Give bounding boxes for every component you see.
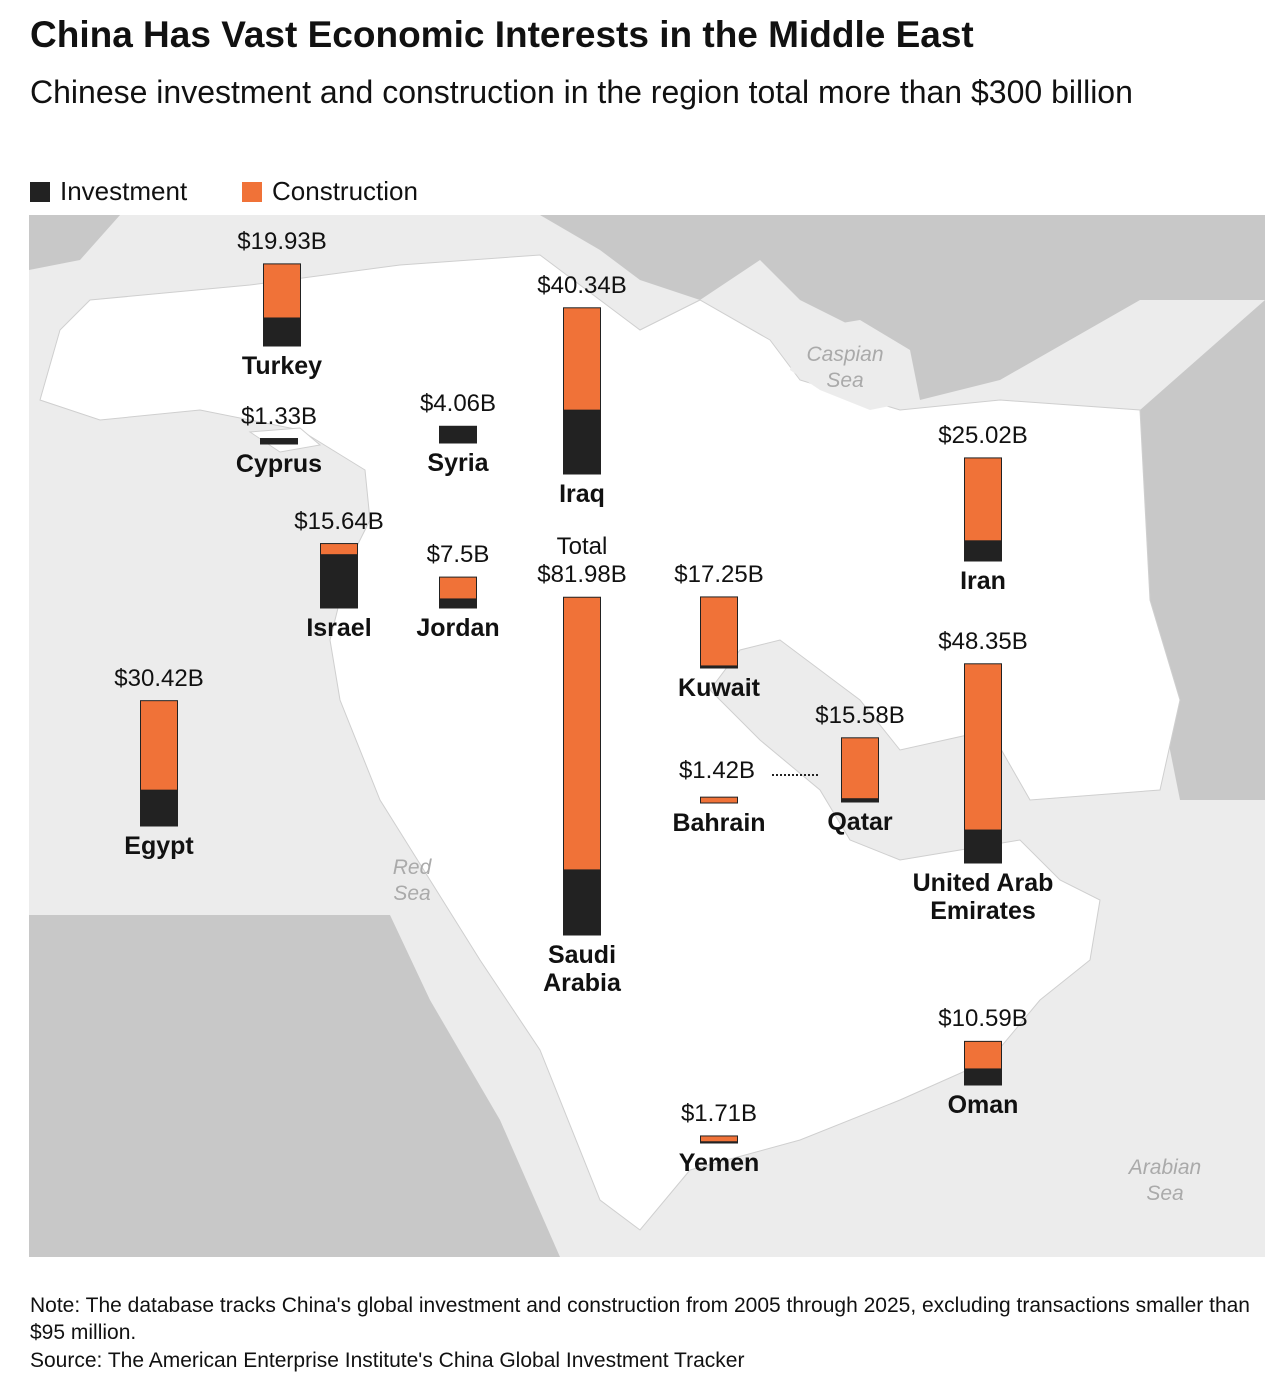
- land-other: [29, 215, 120, 270]
- country-label: Saudi Arabia: [543, 941, 621, 997]
- bar-segment: [260, 438, 298, 445]
- legend-swatch: [242, 181, 262, 202]
- country-label: Oman: [947, 1091, 1019, 1119]
- country-label: Qatar: [827, 808, 893, 836]
- sea-label: Red Sea: [392, 856, 432, 905]
- legend-label: Construction: [272, 176, 418, 206]
- bar-segment: [841, 737, 879, 800]
- bar-segment: [964, 1040, 1002, 1070]
- bar-segment: [563, 307, 601, 411]
- value-label: $1.42B: [678, 757, 756, 784]
- subtitle: Chinese investment and construction in t…: [30, 74, 1133, 110]
- value-label: $1.33B: [240, 402, 318, 430]
- bar-segment: [140, 789, 178, 827]
- legend-swatch: [30, 181, 50, 202]
- bar-segment: [964, 663, 1002, 831]
- bar-segment: [700, 596, 738, 667]
- country-label: Bahrain: [672, 809, 766, 837]
- value-label: $1.71B: [680, 1099, 758, 1127]
- bar-segment: [563, 596, 601, 871]
- value-label: $19.93B: [237, 227, 327, 255]
- country-label: Jordan: [416, 614, 500, 642]
- value-label: $15.64B: [294, 507, 384, 535]
- caspian: [790, 320, 920, 410]
- country-label: Israel: [306, 614, 372, 642]
- bar-segment: [964, 540, 1002, 562]
- value-label: $15.58B: [815, 701, 905, 729]
- country-label: Turkey: [241, 352, 323, 380]
- bar-segment: [439, 598, 477, 609]
- bar-segment: [263, 263, 301, 319]
- sea-label: Arabian Sea: [1128, 1156, 1202, 1205]
- bar-segment: [439, 576, 477, 600]
- bar-segment: [563, 409, 601, 475]
- bar-segment: [700, 796, 738, 804]
- bar-segment: [140, 700, 178, 791]
- value-label: $10.59B: [938, 1005, 1028, 1033]
- source: Source: The American Enterprise Institut…: [30, 1349, 745, 1372]
- land-other: [29, 915, 560, 1257]
- title: China Has Vast Economic Interests in the…: [30, 14, 974, 55]
- bar-segment: [263, 317, 301, 347]
- country-label: Yemen: [678, 1149, 760, 1177]
- legend-label: Investment: [60, 176, 188, 206]
- value-label: $30.42B: [114, 664, 204, 692]
- land-other: [540, 215, 1265, 400]
- bar-segment: [563, 869, 601, 936]
- note: Note: The database tracks China's global…: [30, 1294, 1250, 1344]
- country-label: Syria: [427, 449, 489, 477]
- bar-segment: [964, 457, 1002, 542]
- bar-segment: [320, 543, 358, 556]
- value-label: $81.98B: [537, 561, 627, 589]
- value-label: $48.35B: [938, 627, 1028, 655]
- bar-segment: [964, 1068, 1002, 1086]
- value-label: $40.34B: [537, 271, 627, 299]
- legend-item: Construction: [242, 176, 418, 207]
- country-label: United Arab Emirates: [912, 869, 1054, 925]
- value-label: $25.02B: [938, 421, 1028, 449]
- country-label: Iraq: [559, 480, 605, 508]
- sea-label: Caspian Sea: [806, 343, 884, 392]
- country-label: Kuwait: [678, 674, 760, 702]
- bar-segment: [320, 554, 358, 609]
- bar-segment: [439, 425, 477, 444]
- country-label: Egypt: [124, 832, 194, 860]
- legend-item: Investment: [30, 176, 187, 207]
- bar-segment: [964, 829, 1002, 864]
- value-label: $7.5B: [426, 541, 490, 569]
- value-label: $4.06B: [419, 390, 497, 418]
- total-note: Total: [556, 533, 608, 561]
- country-label: Iran: [960, 567, 1006, 595]
- bar-segment: [700, 1135, 738, 1143]
- country-label: Cyprus: [235, 450, 323, 478]
- value-label: $17.25B: [674, 560, 764, 588]
